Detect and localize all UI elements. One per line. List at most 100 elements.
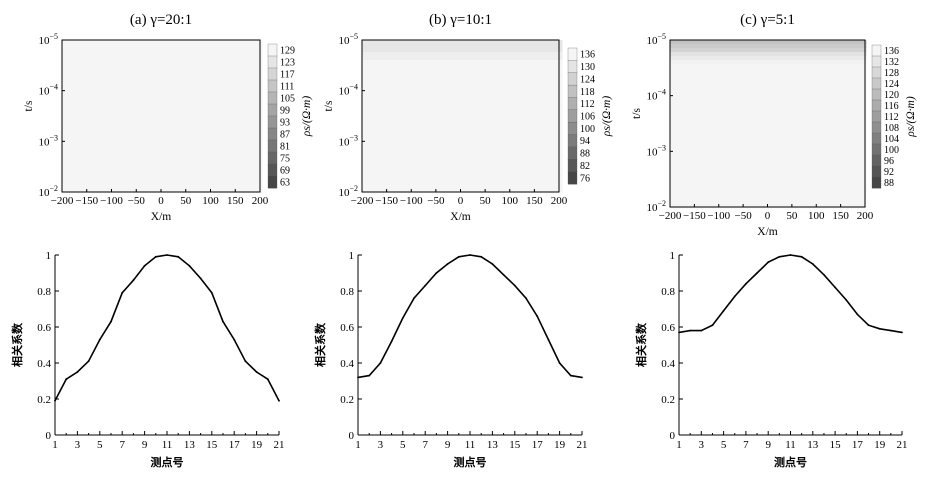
colorbar-swatch	[267, 163, 278, 177]
data-point	[581, 376, 583, 379]
x-tick-label: −50	[427, 195, 445, 207]
y-tick-label: 10−4	[338, 83, 358, 98]
x-tick-label: 21	[897, 439, 908, 451]
colorbar-label: ρs/(Ω·m)	[601, 96, 613, 138]
colorbar-swatch	[567, 134, 578, 148]
panel-title: (b) γ=10:1	[429, 12, 492, 28]
y-axis-label: 相关系数	[10, 322, 24, 367]
data-point	[778, 255, 781, 258]
colorbar-swatch	[267, 67, 278, 81]
x-axis-label: 测点号	[454, 455, 487, 469]
data-point	[767, 261, 770, 264]
data-point	[244, 360, 247, 363]
y-tick-label: 0.4	[661, 358, 675, 370]
colorbar-tick-label: 105	[280, 94, 295, 105]
x-tick-label: 0	[765, 210, 771, 222]
data-point	[558, 362, 561, 364]
data-point	[154, 255, 157, 258]
data-point	[424, 284, 427, 287]
x-tick-label: −100	[100, 195, 123, 207]
data-point	[756, 272, 758, 274]
colorbar-swatch	[871, 55, 882, 68]
colorbar-tick-label: 87	[280, 130, 290, 141]
data-point	[513, 284, 516, 287]
x-axis-label: X/m	[151, 211, 172, 223]
data-point	[188, 264, 191, 267]
data-point	[413, 297, 415, 300]
x-tick-label: 5	[721, 439, 727, 451]
colorbar-swatch	[267, 91, 278, 105]
data-point	[845, 299, 848, 301]
data-point	[789, 254, 792, 256]
colorbar-swatch	[871, 165, 882, 178]
data-point	[54, 399, 56, 402]
colorbar-tick-label: 124	[884, 79, 899, 90]
y-tick-label: 10−3	[646, 143, 666, 158]
x-tick-label: 100	[202, 195, 219, 207]
x-tick-label: 21	[274, 439, 285, 451]
y-tick-label: 10−2	[38, 184, 58, 199]
x-tick-label: 13	[807, 439, 819, 451]
x-tick-label: 5	[97, 439, 103, 451]
correlation-line	[54, 254, 280, 402]
colorbar-tick-label: 112	[884, 112, 899, 123]
colorbar-tick-label: 94	[580, 136, 590, 147]
data-point	[525, 297, 527, 300]
y-axis-label: t/s	[323, 100, 335, 111]
colorbar-tick-label: 93	[280, 118, 290, 129]
colorbar-swatch	[871, 132, 882, 145]
data-point	[811, 263, 814, 265]
x-axis-label: X/m	[450, 211, 471, 223]
colorbar-swatch	[871, 121, 882, 134]
x-tick-label: 9	[142, 439, 148, 451]
y-tick-label: 10−5	[338, 32, 358, 47]
heatmap-panel-3: (c) γ=5:1 −200 −150 −100 −50 0 50 100 150 200 X/m 1…	[631, 12, 917, 238]
data-point	[878, 327, 881, 330]
data-point	[98, 338, 101, 341]
colorbar-tick-label: 116	[884, 101, 899, 112]
data-point	[569, 374, 572, 377]
colorbar-tick-label: 108	[884, 123, 899, 134]
colorbar-swatch	[567, 159, 578, 173]
colorbar-swatch	[567, 47, 578, 61]
data-point	[469, 254, 471, 256]
y-axis-label: 相关系数	[313, 322, 327, 367]
x-tick-label: −200	[351, 195, 374, 207]
colorbar-tick-label: 92	[884, 167, 894, 178]
colorbar-swatch	[267, 151, 278, 165]
x-tick-label: −200	[659, 210, 682, 222]
x-tick-label: 100	[808, 210, 825, 222]
colorbar-tick-label: 123	[280, 58, 295, 69]
x-tick-label: −150	[375, 195, 398, 207]
colorbar-swatch	[567, 84, 578, 98]
colorbar-swatch	[567, 60, 578, 74]
x-tick-label: −150	[75, 195, 98, 207]
colorbar-swatch	[267, 115, 278, 129]
data-point	[132, 279, 135, 282]
x-tick-label: −150	[683, 210, 706, 222]
x-tick-label: 13	[487, 439, 499, 451]
x-axis-label: X/m	[757, 226, 778, 238]
panel-title: (a) γ=20:1	[130, 12, 192, 28]
data-point	[502, 273, 505, 276]
y-tick-label: 0.6	[340, 322, 354, 334]
colorbar-tick-label: 76	[580, 173, 590, 184]
colorbar-swatch	[267, 139, 278, 153]
colorbar-swatch	[871, 88, 882, 101]
data-point	[867, 324, 870, 327]
y-tick-label: 0.4	[37, 358, 51, 370]
colorbar-swatch	[267, 43, 278, 57]
data-point	[689, 329, 692, 332]
x-tick-label: 3	[75, 439, 81, 451]
data-point	[266, 378, 269, 381]
x-tick-label: 150	[526, 195, 543, 207]
colorbar-tick-label: 136	[580, 50, 595, 61]
data-point	[491, 263, 494, 265]
colorbar-swatch	[267, 103, 278, 117]
data-point	[76, 371, 79, 373]
colorbar-swatch	[267, 79, 278, 93]
x-tick-label: −100	[707, 210, 730, 222]
